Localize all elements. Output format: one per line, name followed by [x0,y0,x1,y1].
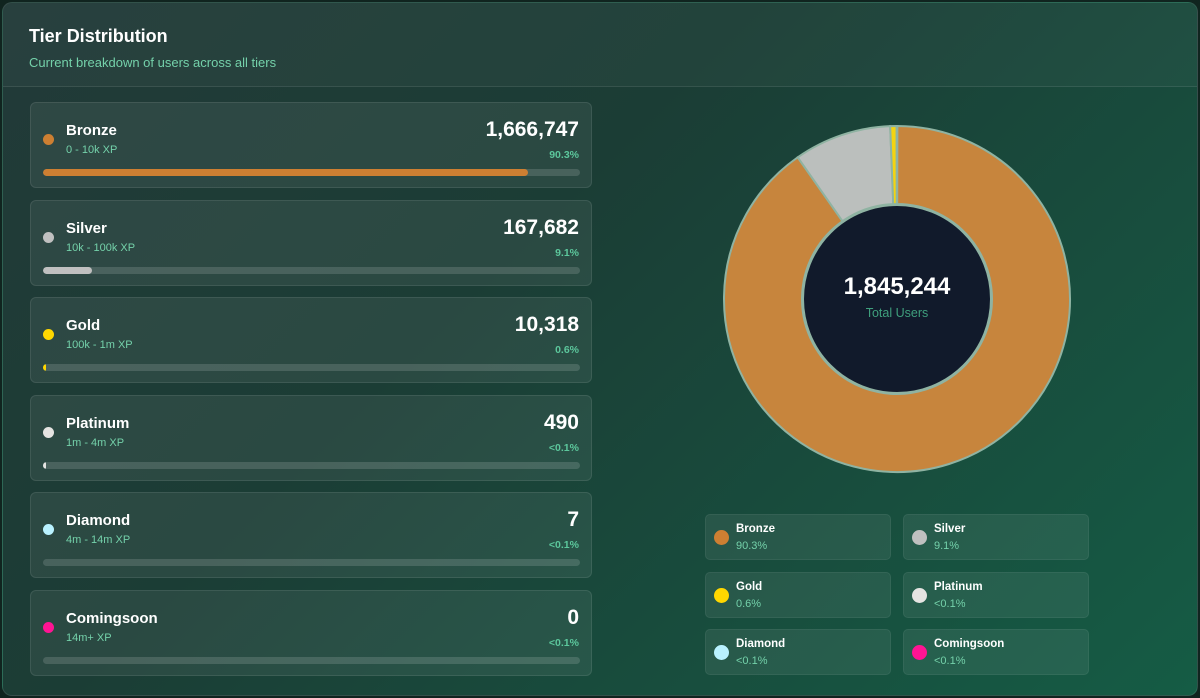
legend-item-bronze[interactable]: Bronze 90.3% [705,514,891,560]
legend-dot-icon [912,587,927,603]
legend-percentage: <0.1% [934,597,966,610]
legend-percentage: <0.1% [934,655,966,667]
donut-chart: 1,845,244 Total Users [722,124,1072,474]
tier-card-comingsoon[interactable]: Comingsoon 14m+ XP 0 <0.1% [30,589,592,676]
tier-dot-icon [43,426,54,438]
tier-dot-icon [43,621,54,633]
tier-percentage: <0.1% [548,441,579,454]
tier-progress-bar [43,461,580,469]
legend-percentage: 90.3% [736,540,768,552]
tier-name: Gold [66,317,101,335]
tier-progress-bar [43,266,580,274]
legend-item-platinum[interactable]: Platinum <0.1% [903,571,1089,618]
tier-progress-fill [43,461,46,469]
tier-user-count: 490 [543,410,579,434]
tier-name: Silver [66,219,107,237]
legend-dot-icon [714,587,729,603]
tier-percentage: <0.1% [548,636,579,649]
tier-xp-range: 1m - 4m XP [66,436,125,449]
tier-card-diamond[interactable]: Diamond 4m - 14m XP 7 <0.1% [30,492,592,579]
tier-user-count: 0 [567,605,579,629]
total-users-label: Total Users [865,306,929,320]
legend-dot-icon [714,645,729,660]
donut-center-hole [802,204,992,394]
tier-card-gold[interactable]: Gold 100k - 1m XP 10,318 0.6% [30,297,592,384]
tier-percentage: 9.1% [555,246,579,259]
tier-user-count: 167,682 [503,215,579,239]
tier-card-silver[interactable]: Silver 10k - 100k XP 167,682 9.1% [30,199,592,286]
total-users-value: 1,845,244 [843,273,951,300]
legend-percentage: <0.1% [736,655,768,667]
legend-dot-icon [714,530,729,545]
tier-user-count: 10,318 [514,313,579,337]
tier-progress-bar [43,656,580,664]
tier-user-count: 7 [567,508,579,532]
tier-progress-fill [43,364,47,372]
tier-xp-range: 0 - 10k XP [66,144,118,156]
tier-xp-range: 14m+ XP [66,631,112,644]
tier-name: Diamond [66,512,131,530]
tier-dot-icon [43,134,54,145]
tier-dot-icon [43,231,54,243]
tier-name: Platinum [66,414,130,432]
donut-chart-svg [723,124,1071,473]
legend-percentage: 0.6% [736,597,762,610]
tier-progress-bar [43,559,580,567]
tier-dot-icon [43,329,54,341]
tier-card-bronze[interactable]: Bronze 0 - 10k XP 1,666,747 90.3% [30,102,592,188]
legend-item-gold[interactable]: Gold 0.6% [705,571,891,618]
tier-xp-range: 100k - 1m XP [66,339,133,352]
panel-header: Tier Distribution Current breakdown of u… [3,3,1197,87]
tier-name: Bronze [66,122,117,139]
tier-card-platinum[interactable]: Platinum 1m - 4m XP 490 <0.1% [30,394,592,481]
legend-percentage: 9.1% [934,540,960,552]
tier-percentage: 90.3% [549,149,579,161]
legend-dot-icon [912,645,927,660]
page-title: Tier Distribution [29,26,168,46]
tier-list: Bronze 0 - 10k XP 1,666,747 90.3% Silver… [30,102,592,688]
tier-user-count: 1,666,747 [485,118,579,141]
legend-item-comingsoon[interactable]: Comingsoon <0.1% [903,629,1089,675]
legend-name: Gold [736,580,763,593]
tier-percentage: 0.6% [555,344,579,357]
legend-name: Platinum [934,580,983,593]
tier-progress-bar [43,364,580,372]
tier-xp-range: 4m - 14m XP [66,534,131,547]
tier-progress-fill [43,266,92,274]
tier-dot-icon [43,524,54,536]
tier-progress-fill [43,169,528,176]
donut-center: 1,845,244 Total Users [722,124,1072,474]
tier-progress-bar [43,169,580,176]
tier-xp-range: 10k - 100k XP [66,241,136,254]
legend-name: Bronze [736,523,775,535]
tier-percentage: <0.1% [548,539,579,552]
tier-name: Comingsoon [66,609,158,627]
legend-item-silver[interactable]: Silver 9.1% [903,514,1089,560]
legend-dot-icon [912,530,927,545]
legend-name: Diamond [736,638,786,650]
legend-name: Comingsoon [934,638,1005,650]
legend-name: Silver [934,523,966,535]
page-subtitle: Current breakdown of users across all ti… [29,55,277,70]
legend-item-diamond[interactable]: Diamond <0.1% [705,629,891,675]
